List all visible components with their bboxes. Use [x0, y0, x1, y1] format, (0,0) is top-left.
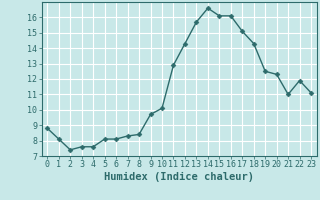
X-axis label: Humidex (Indice chaleur): Humidex (Indice chaleur): [104, 172, 254, 182]
